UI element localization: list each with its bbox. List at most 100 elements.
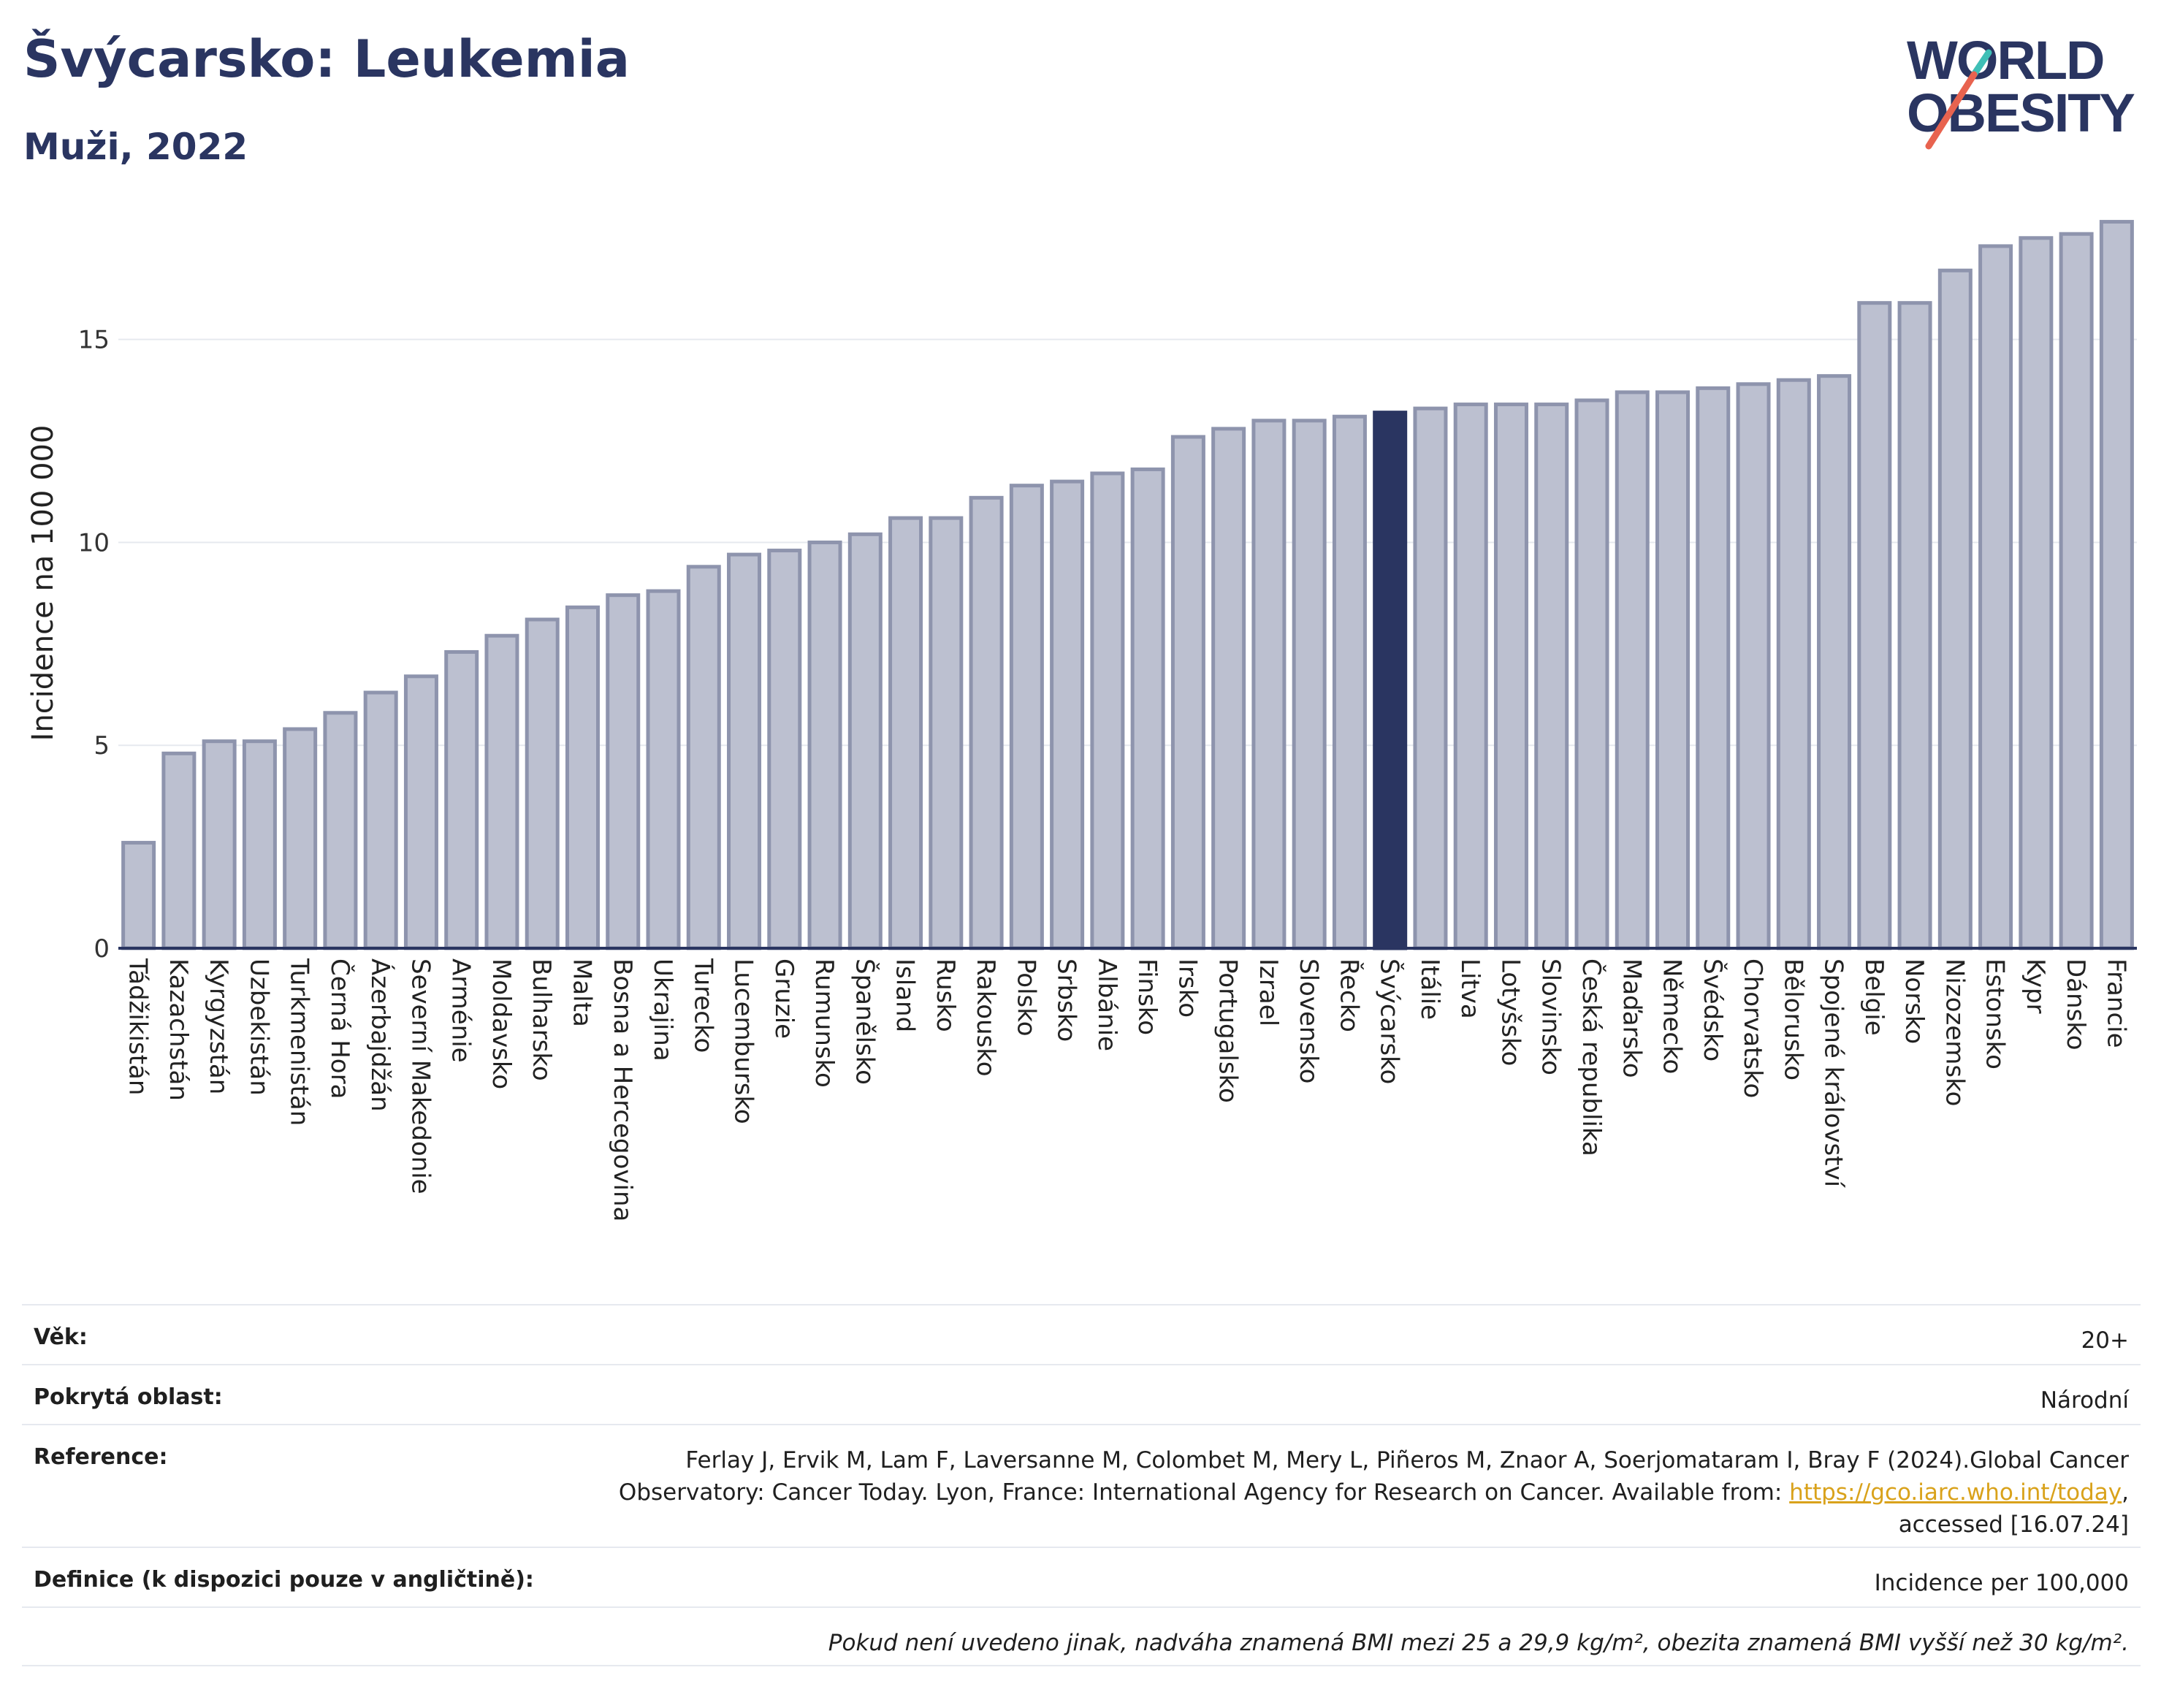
bar [929,516,964,950]
bar [1493,403,1528,950]
x-tick-label: Polsko [1011,958,1040,1037]
bar [767,549,802,950]
x-tick-label: Rakousko [971,958,1000,1077]
bar [403,674,438,950]
bar [1251,419,1287,950]
definition-value: Incidence per 100,000 [1874,1570,2129,1596]
x-tick-label: Rumunsko [809,958,839,1088]
x-tick-label: Slovensko [1294,958,1323,1083]
bar [969,495,1004,950]
footnote: Pokud není uvedeno jinak, nadváha znamen… [828,1630,2129,1656]
y-tick-label: 0 [94,934,110,964]
x-tick-label: Irsko [1173,958,1202,1018]
bar [1534,403,1569,950]
x-tick-label: Gruzie [769,958,799,1039]
y-tick-label: 10 [78,528,110,557]
bar [1453,403,1488,950]
info-row-definition: Definice (k dispozici pouze v angličtině… [22,1547,2141,1606]
x-tick-label: Dánsko [2061,958,2090,1051]
bar [727,552,762,950]
x-tick-label: Maďarsko [1617,958,1646,1078]
x-tick-label: Španělsko [850,958,880,1085]
reference-link[interactable]: https://gco.iarc.who.int/today [1789,1479,2122,1506]
x-tick-label: Ázerbajdžán [365,958,395,1112]
x-tick-label: Albánie [1092,958,1121,1051]
x-tick-label: Srbsko [1052,958,1081,1042]
x-tick-label: Bulharsko [527,958,556,1081]
bar [283,727,318,950]
bar [807,540,842,950]
bar [1170,435,1205,950]
reference-line-2: Observatory: Cancer Today. Lyon, France:… [618,1479,1790,1506]
bar [1615,390,1650,950]
bar [1009,484,1044,950]
bar [2099,220,2134,950]
bar [202,739,237,950]
x-tick-label: Litva [1455,958,1485,1019]
page-subtitle: Muži, 2022 [23,126,248,168]
info-table: Věk: 20+ Pokrytá oblast: Národní Referen… [22,1304,2141,1666]
x-tick-label: Černá Hora [325,958,355,1099]
bar [1857,301,1892,950]
y-axis-label: Incidence na 100 000 [26,425,60,741]
bar [1978,244,2013,950]
area-value: Národní [2040,1387,2129,1414]
bar [686,565,721,950]
x-tick-label: Německo [1658,958,1687,1074]
reference-value: Ferlay J, Ervik M, Lam F, Laversanne M, … [618,1447,2129,1538]
bar [1090,471,1125,950]
y-tick-label: 5 [94,731,110,760]
bar [1574,398,1609,950]
bar [888,516,923,950]
bar [444,649,479,950]
x-tick-label: Norsko [1899,958,1929,1044]
x-tick-label: Řecko [1334,958,1364,1032]
x-tick-label: Portugalsko [1213,958,1243,1103]
info-row-note: Pokud není uvedeno jinak, nadváha znamen… [22,1606,2141,1666]
x-tick-label: Lotyšsko [1495,958,1525,1066]
x-tick-label: Česká republika [1577,958,1607,1156]
area-label: Pokrytá oblast: [34,1384,223,1410]
bar [1897,301,1932,950]
x-tick-label: Rusko [931,958,960,1032]
bar [161,751,197,950]
x-tick-label: Lucembursko [729,958,758,1124]
bar [565,605,600,950]
x-tick-label: Arménie [446,958,476,1063]
x-tick-label: Kyrgyzstán [204,958,233,1094]
reference-line-1: Ferlay J, Ervik M, Lam F, Laversanne M, … [685,1447,2129,1473]
bar [1655,390,1691,950]
x-tick-label: Belgie [1859,958,1889,1036]
x-tick-label: Spojené království [1819,958,1848,1189]
bar [1736,382,1771,950]
bar [1937,268,1973,950]
y-tick-label: 15 [78,326,110,355]
x-tick-label: Chorvatsko [1738,958,1767,1098]
bar [242,739,277,950]
x-tick-label: Kypr [2021,958,2050,1014]
bar [1776,378,1811,950]
age-label: Věk: [34,1324,88,1350]
reference-label: Reference: [34,1444,168,1470]
reference-line-3: accessed [16.07.24] [1898,1511,2129,1538]
info-row-area: Pokrytá oblast: Národní [22,1364,2141,1424]
logo-line-2: OBESITY [1907,83,2135,143]
bar [1373,411,1408,950]
x-tick-label: Slovinsko [1536,958,1566,1075]
x-tick-label: Itálie [1415,958,1444,1020]
info-row-age: Věk: 20+ [22,1304,2141,1364]
bar [1413,406,1448,950]
page-title: Švýcarsko: Leukemia [23,29,630,89]
bar [1696,386,1731,950]
x-tick-label: Malta [567,958,596,1027]
logo-line-1: WORLD [1907,30,2105,91]
bar [847,532,883,950]
x-tick-label: Kazachstán [164,958,193,1101]
age-value: 20+ [2081,1327,2129,1354]
x-tick-label: Turkmenistán [285,958,314,1126]
world-obesity-logo: WORLD OBESITY [1907,29,2141,153]
x-tick-label: Bosna a Hercegovina [608,958,637,1221]
bar [606,593,641,950]
bar [323,711,358,950]
bar [2019,236,2054,950]
